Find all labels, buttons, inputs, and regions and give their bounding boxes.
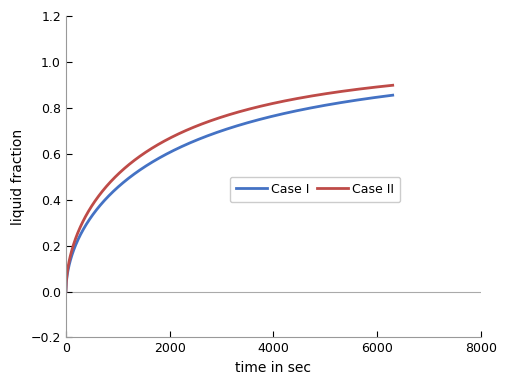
Case I — [311, 105, 317, 110]
Case II — [390, 83, 396, 88]
Case I — [344, 99, 351, 104]
Case II — [261, 103, 267, 108]
Line: Case II: Case II — [66, 85, 393, 291]
Case I — [63, 289, 69, 294]
Y-axis label: liquid fraction: liquid fraction — [11, 129, 25, 225]
Case I — [271, 113, 277, 118]
Case I — [252, 118, 259, 123]
Case II — [63, 289, 69, 294]
Case II — [271, 101, 277, 105]
Case I — [83, 223, 89, 227]
X-axis label: time in sec: time in sec — [235, 361, 311, 375]
Legend: Case I, Case II: Case I, Case II — [230, 177, 400, 202]
Case II — [83, 213, 89, 218]
Case II — [344, 88, 351, 93]
Case II — [311, 93, 317, 98]
Case I — [390, 93, 396, 98]
Case I — [261, 116, 267, 120]
Case II — [252, 105, 259, 110]
Line: Case I: Case I — [66, 95, 393, 291]
